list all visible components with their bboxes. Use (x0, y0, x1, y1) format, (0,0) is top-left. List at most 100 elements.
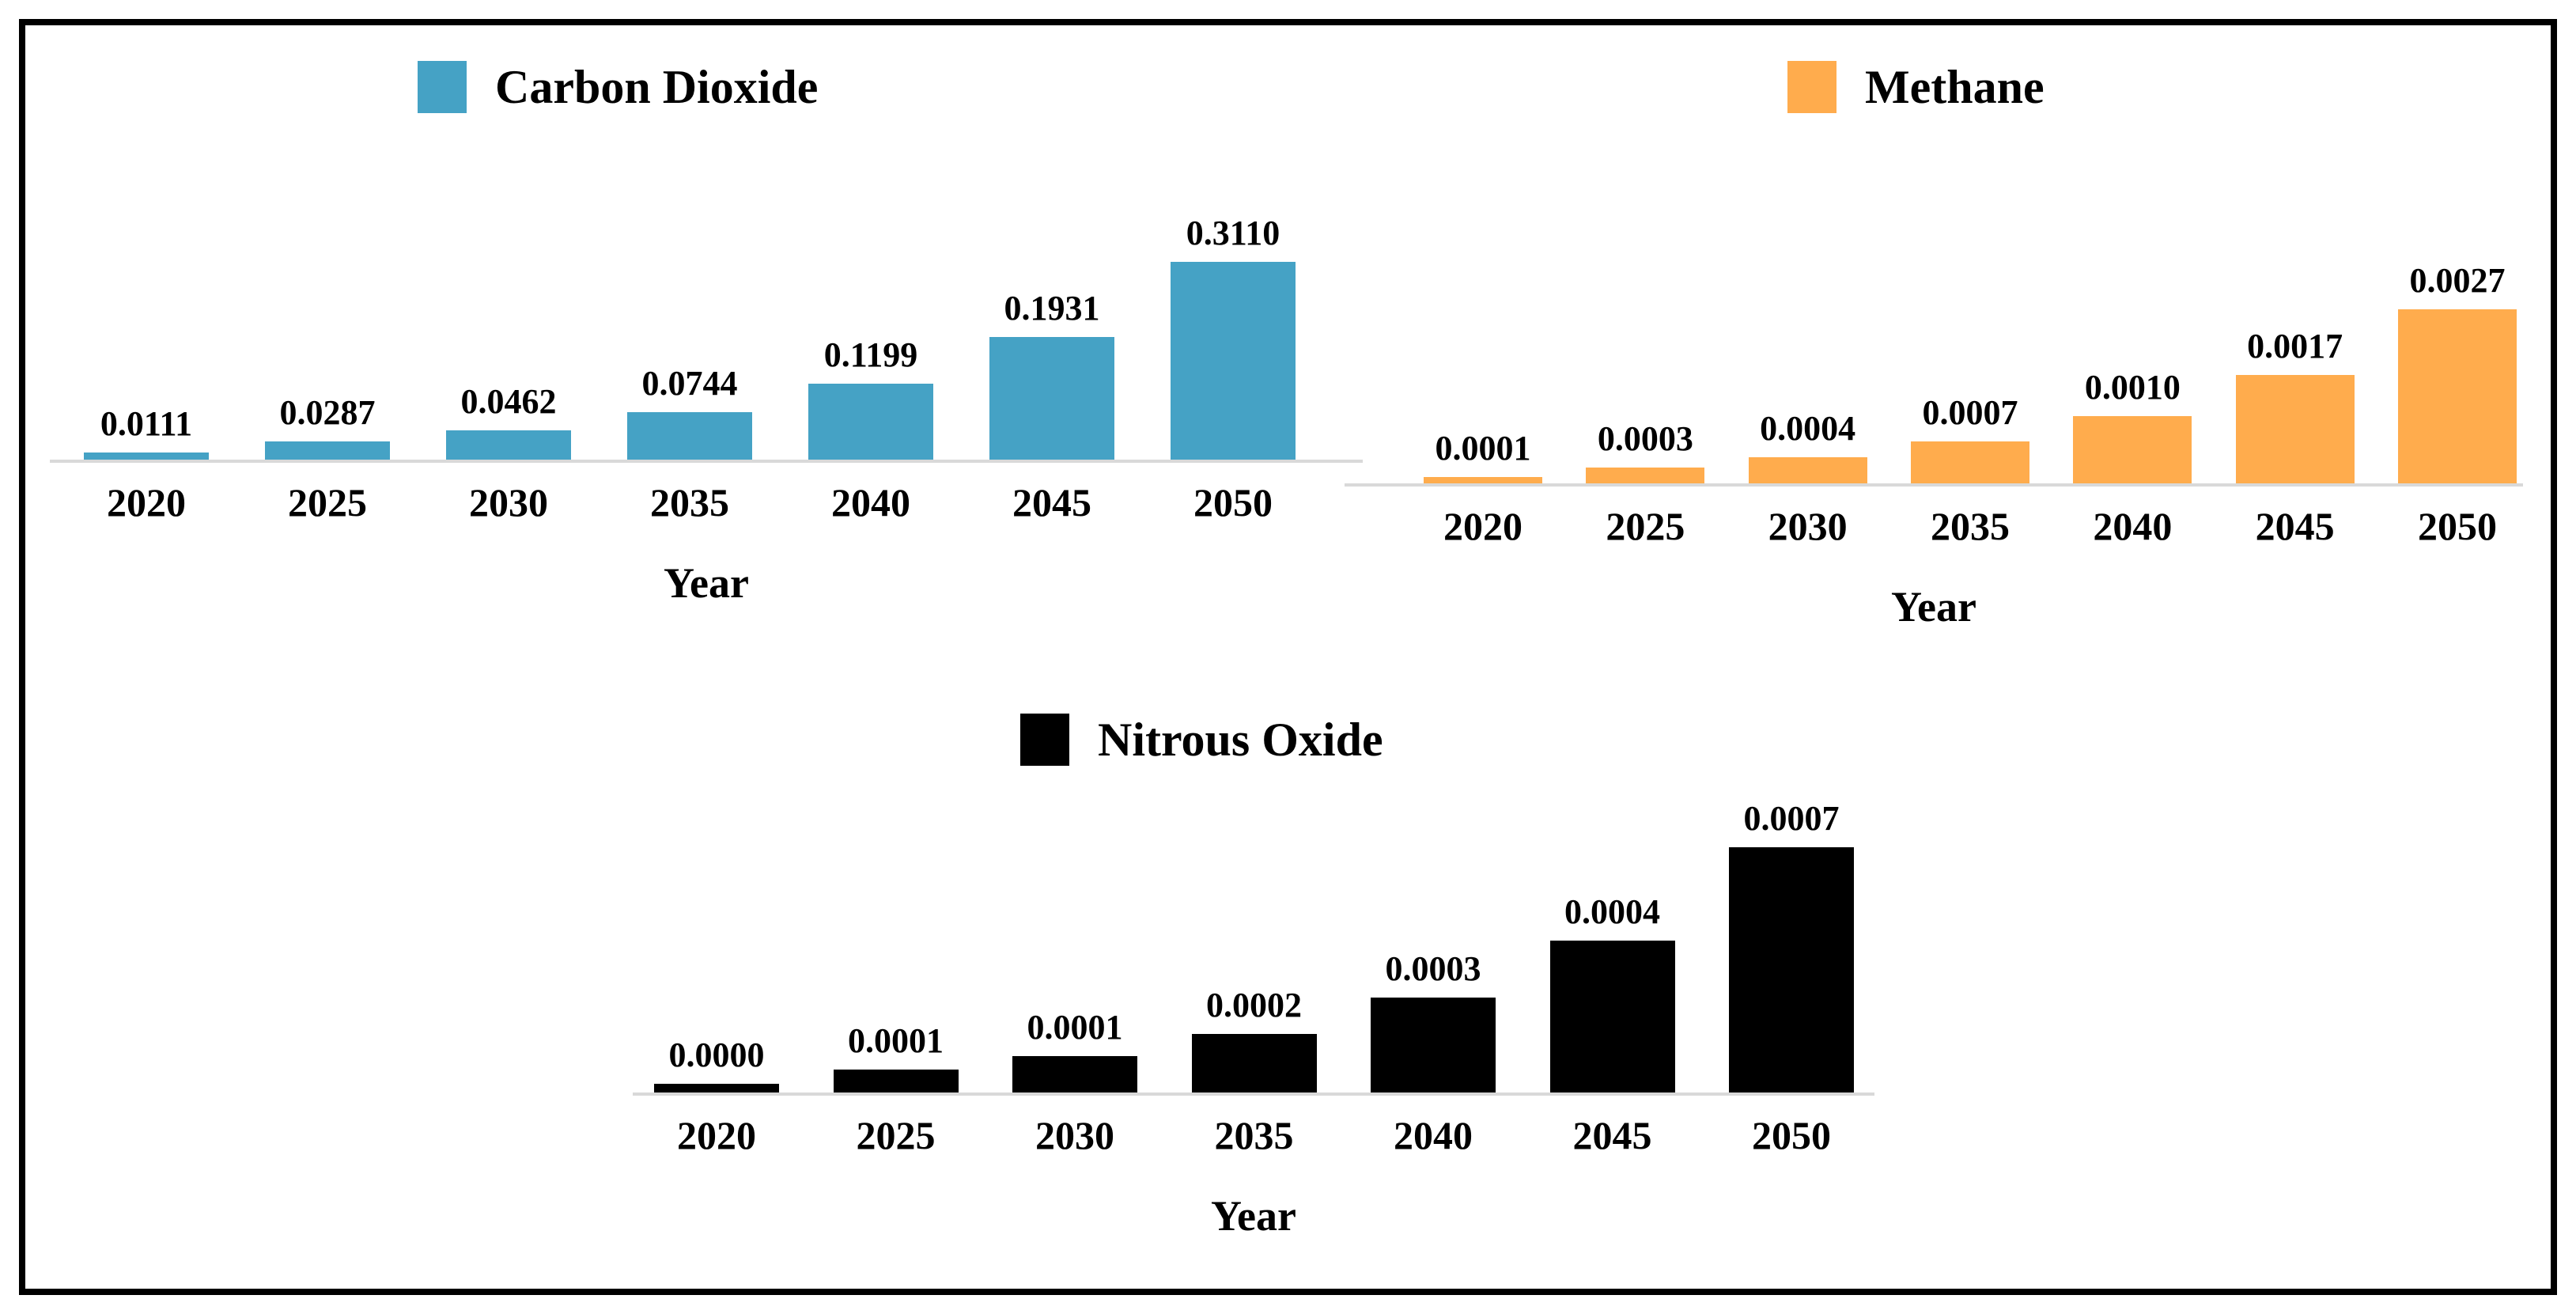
ch4-bar-2035 (1910, 441, 2029, 483)
carbon-dioxide-chart: Carbon Dioxide 0.0111 0.0287 0.0462 0.0744 0… (50, 32, 1363, 617)
carbon-dioxide-legend-label: Carbon Dioxide (495, 61, 819, 113)
methane-chart: Methane 0.0001 0.0003 0.0004 0.0007 0.0010 0.… (1345, 32, 2523, 641)
ch4-value-label-2045: 0.0017 (2247, 327, 2343, 366)
ch4-value-label-2035: 0.0007 (1922, 393, 2018, 433)
n2o-x-tick-2040: 2040 (1394, 1113, 1473, 1157)
co2-x-tick-2045: 2045 (1012, 480, 1091, 524)
n2o-value-label-2025: 0.0001 (848, 1021, 944, 1061)
n2o-bar-group-2020: 0.0000 (654, 1035, 779, 1092)
n2o-bar-group-2030: 0.0001 (1012, 1007, 1137, 1092)
ch4-value-label-2040: 0.0010 (2084, 368, 2181, 407)
ch4-bar-2020 (1424, 477, 1542, 483)
n2o-bar-2040 (1371, 998, 1496, 1092)
ch4-bar-2050 (2397, 309, 2517, 483)
n2o-x-tick-2035: 2035 (1214, 1113, 1294, 1157)
ch4-bar-group-2035: 0.0007 (1910, 393, 2029, 483)
methane-legend: Methane (1345, 55, 2523, 119)
ch4-bar-2030 (1748, 457, 1867, 483)
co2-value-label-2020: 0.0111 (100, 404, 193, 443)
co2-bar-group-2050: 0.3110 (1171, 216, 1296, 460)
co2-bar-2020 (84, 453, 209, 460)
co2-x-tick-2025: 2025 (288, 480, 367, 524)
co2-x-tick-2035: 2035 (650, 480, 729, 524)
n2o-value-label-2020: 0.0000 (668, 1035, 765, 1074)
n2o-bar-2045 (1549, 940, 1675, 1092)
ch4-bar-2045 (2235, 375, 2355, 483)
methane-bars: 0.0001 0.0003 0.0004 0.0007 0.0010 0.0017 0.00… (1345, 254, 2523, 483)
co2-bar-group-2025: 0.0287 (265, 396, 390, 460)
ch4-x-tick-2030: 2030 (1768, 504, 1848, 548)
n2o-x-tick-2025: 2025 (856, 1113, 936, 1157)
co2-x-tick-2040: 2040 (831, 480, 910, 524)
n2o-x-tick-2050: 2050 (1752, 1113, 1831, 1157)
co2-value-label-2045: 0.1931 (1004, 288, 1100, 328)
co2-x-tick-2030: 2030 (469, 480, 548, 524)
ch4-value-label-2050: 0.0027 (2409, 261, 2506, 300)
ch4-bar-group-2050: 0.0027 (2397, 261, 2517, 483)
n2o-bar-2025 (833, 1070, 959, 1092)
nitrous-oxide-legend: Nitrous Oxide (633, 708, 1874, 771)
co2-bar-group-2030: 0.0462 (446, 384, 571, 460)
co2-bar-2030 (446, 430, 571, 460)
methane-x-axis-title: Year (1891, 583, 1976, 630)
co2-bar-group-2035: 0.0744 (627, 366, 752, 460)
n2o-value-label-2045: 0.0004 (1564, 892, 1660, 931)
n2o-bar-2030 (1012, 1055, 1137, 1092)
n2o-bar-2050 (1729, 847, 1854, 1092)
nitrous-oxide-x-axis-title: Year (1211, 1192, 1296, 1240)
nitrous-oxide-x-tick-labels: 2020 2025 2030 2035 2040 2045 2050 (633, 1111, 1874, 1171)
co2-bar-2040 (808, 383, 933, 460)
n2o-bar-2035 (1191, 1033, 1317, 1092)
co2-value-label-2035: 0.0744 (641, 364, 738, 403)
co2-bar-2045 (989, 336, 1114, 460)
nitrous-oxide-bars: 0.0000 0.0001 0.0001 0.0002 0.0003 0.0004 0.00… (633, 792, 1874, 1092)
co2-bar-2050 (1171, 262, 1296, 460)
ch4-x-tick-2025: 2025 (1606, 504, 1685, 548)
n2o-value-label-2050: 0.0007 (1743, 799, 1840, 838)
co2-x-tick-2050: 2050 (1193, 480, 1273, 524)
n2o-bar-group-2035: 0.0002 (1191, 985, 1317, 1092)
ch4-x-tick-2045: 2045 (2255, 504, 2335, 548)
methane-legend-label: Methane (1865, 61, 2045, 113)
ch4-bar-2040 (2073, 416, 2192, 483)
nitrous-oxide-chart: Nitrous Oxide 0.0000 0.0001 0.0001 0.0002 0.… (633, 672, 1874, 1250)
ch4-bar-group-2040: 0.0010 (2073, 370, 2192, 483)
methane-legend-swatch (1787, 61, 1836, 113)
n2o-x-tick-2030: 2030 (1035, 1113, 1114, 1157)
n2o-value-label-2030: 0.0001 (1027, 1007, 1123, 1047)
ch4-bar-group-2030: 0.0004 (1748, 409, 1867, 483)
co2-bar-group-2020: 0.0111 (84, 407, 209, 460)
nitrous-oxide-x-axis-line (633, 1092, 1874, 1096)
ch4-x-tick-2035: 2035 (1930, 504, 2010, 548)
co2-bar-group-2045: 0.1931 (989, 288, 1114, 460)
co2-bar-2035 (627, 412, 752, 460)
ch4-value-label-2025: 0.0003 (1597, 418, 1693, 458)
n2o-x-tick-2045: 2045 (1572, 1113, 1652, 1157)
carbon-dioxide-legend-swatch (418, 61, 467, 113)
n2o-bar-group-2050: 0.0007 (1729, 801, 1854, 1092)
carbon-dioxide-x-axis-line (50, 460, 1363, 463)
co2-value-label-2025: 0.0287 (279, 393, 376, 432)
ch4-value-label-2020: 0.0001 (1435, 429, 1531, 468)
n2o-bar-group-2045: 0.0004 (1549, 892, 1675, 1092)
co2-value-label-2030: 0.0462 (460, 381, 557, 421)
carbon-dioxide-x-tick-labels: 2020 2025 2030 2035 2040 2045 2050 (50, 479, 1363, 538)
n2o-x-tick-2020: 2020 (677, 1113, 756, 1157)
carbon-dioxide-bars: 0.0111 0.0287 0.0462 0.0744 0.1199 0.1931 0.31… (50, 206, 1363, 460)
ch4-bar-2025 (1586, 467, 1705, 483)
co2-bar-2025 (265, 441, 390, 460)
carbon-dioxide-x-axis-title: Year (664, 559, 749, 607)
nitrous-oxide-legend-swatch (1020, 714, 1069, 766)
n2o-value-label-2035: 0.0002 (1206, 985, 1302, 1024)
n2o-bar-group-2040: 0.0003 (1371, 952, 1496, 1092)
n2o-bar-2020 (654, 1083, 779, 1092)
co2-x-tick-2020: 2020 (107, 480, 186, 524)
ch4-x-tick-2020: 2020 (1443, 504, 1523, 548)
co2-value-label-2040: 0.1199 (823, 335, 918, 374)
ch4-bar-group-2045: 0.0017 (2235, 327, 2355, 483)
n2o-bar-group-2025: 0.0001 (833, 1021, 959, 1092)
ch4-x-tick-2040: 2040 (2093, 504, 2173, 548)
ch4-bar-group-2025: 0.0003 (1586, 418, 1705, 483)
ch4-value-label-2030: 0.0004 (1760, 409, 1856, 449)
n2o-value-label-2040: 0.0003 (1385, 949, 1481, 989)
